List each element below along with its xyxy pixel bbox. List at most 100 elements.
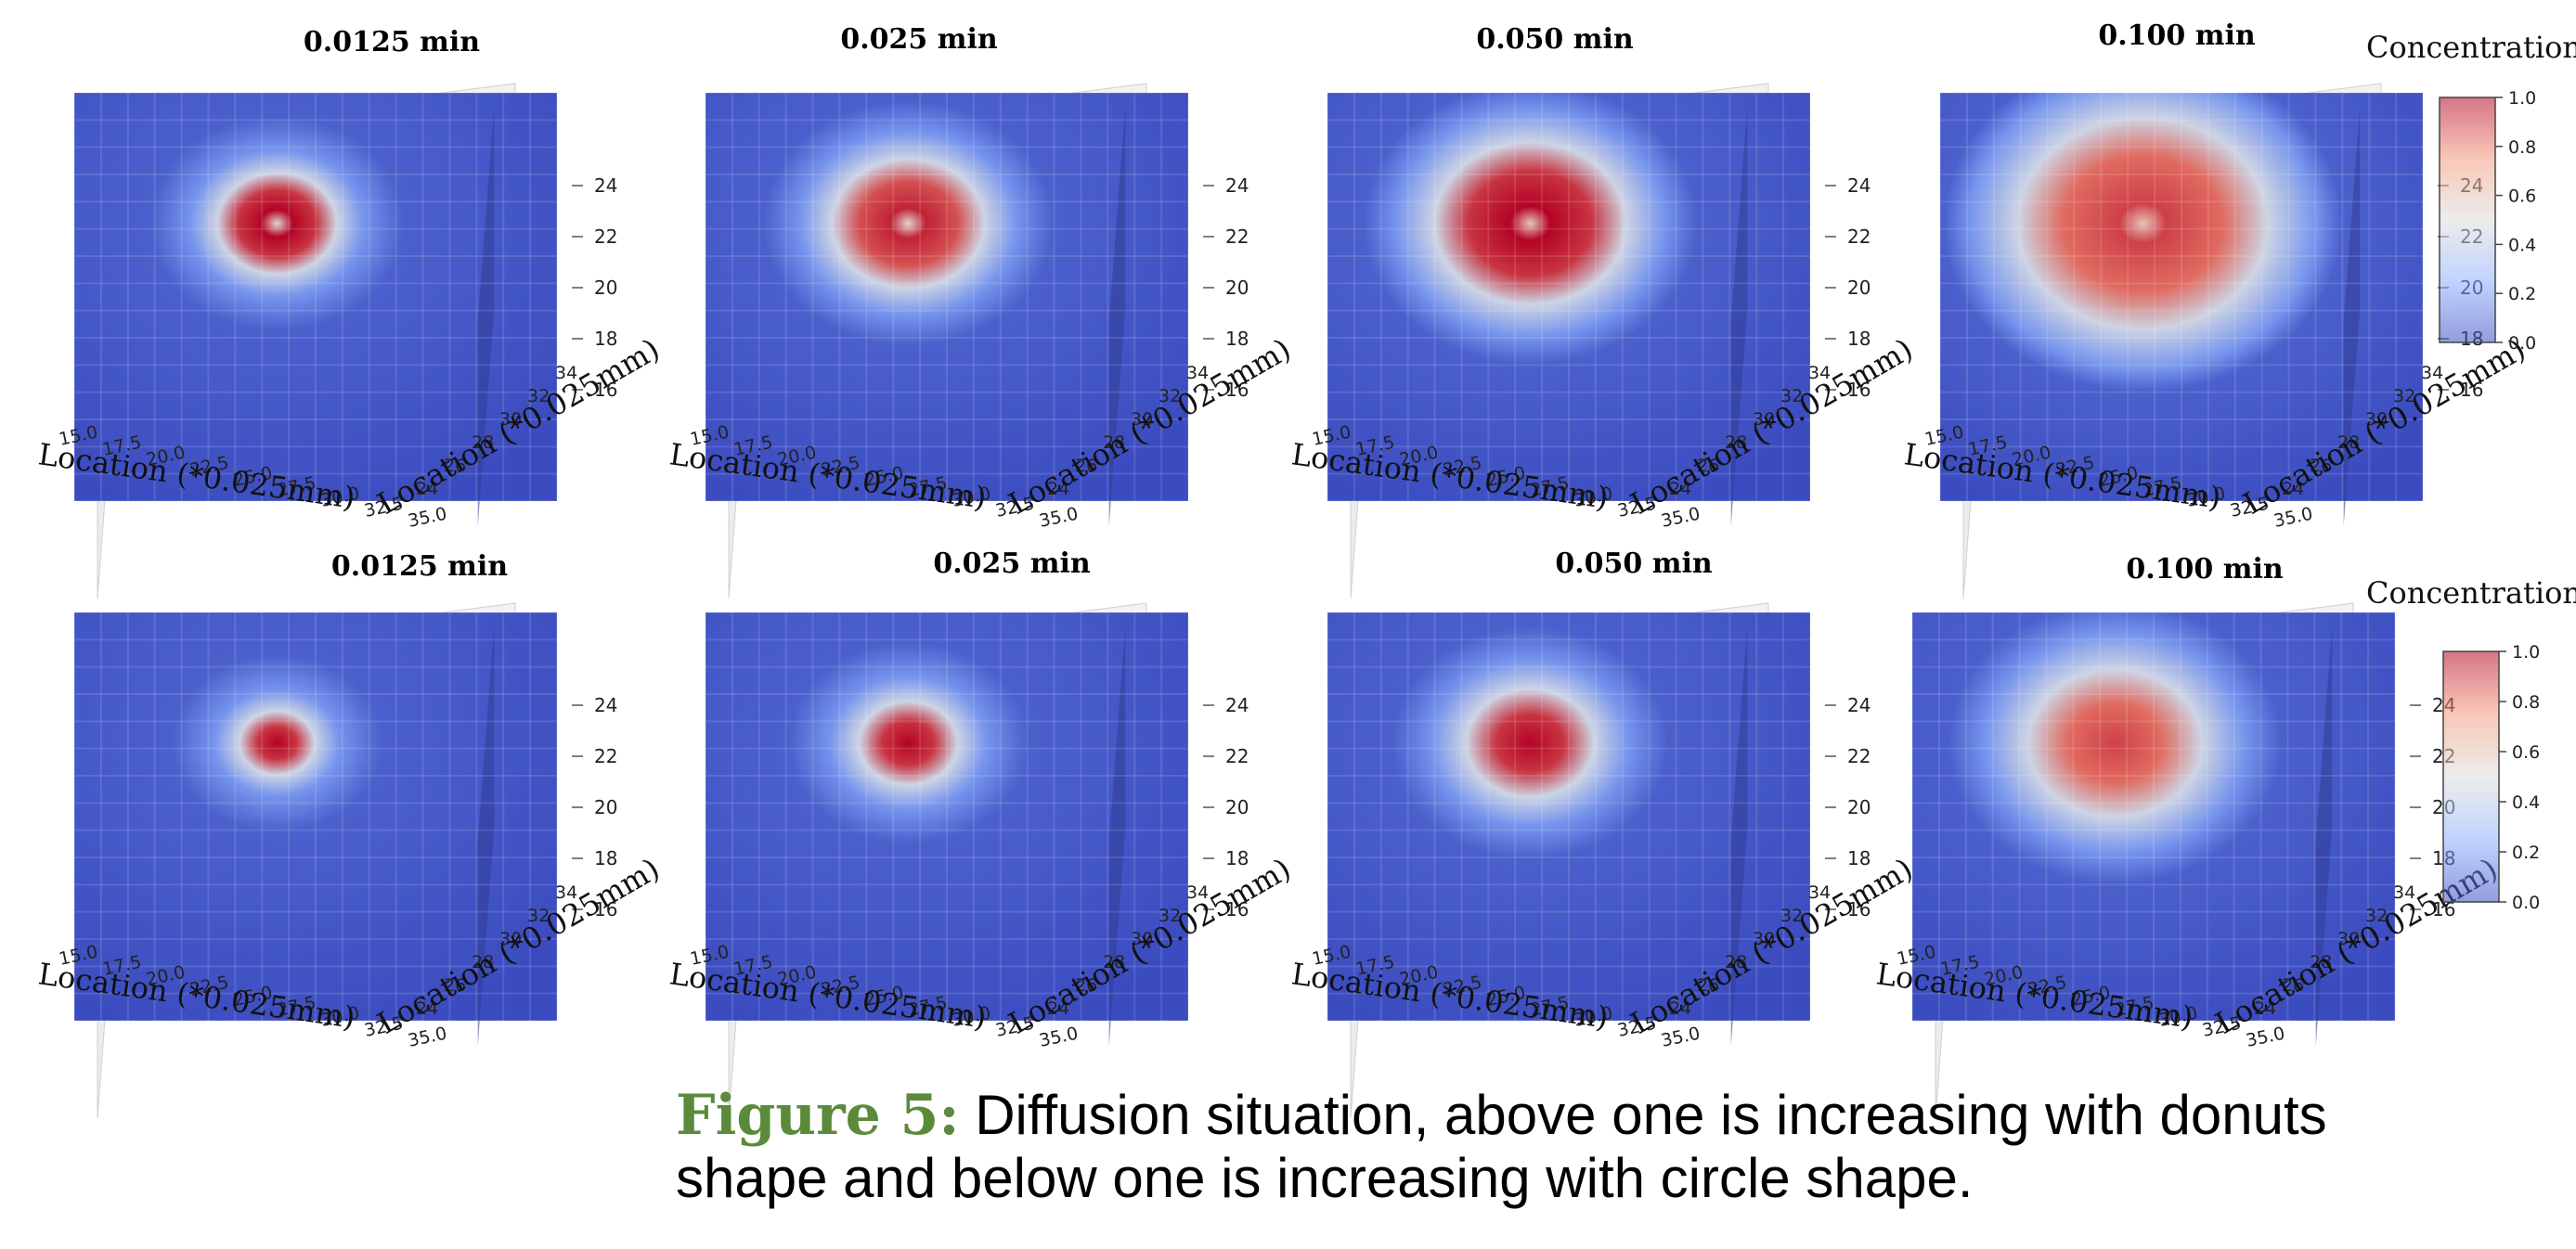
- colorbar-2: Concentration 0.0 0.2 0.4 0.6 0.8 1.0: [2366, 575, 2576, 913]
- y-tick-label: 30: [1753, 929, 1775, 949]
- y-tick-label: 34: [1186, 882, 1209, 903]
- panel-4: 161820222415.017.520.022.525.027.530.032…: [1902, 83, 2531, 599]
- colorbar-tick: 0.8: [2512, 692, 2540, 713]
- z-tick-label: 24: [1225, 174, 1249, 197]
- figure-caption: Figure 5: Diffusion situation, above one…: [676, 1084, 2347, 1210]
- z-tick-label: 18: [1225, 847, 1249, 869]
- z-tick-label: 24: [594, 694, 617, 716]
- colorbar-tick: 0.4: [2508, 235, 2536, 255]
- y-tick-label: 34: [2421, 363, 2443, 383]
- y-tick-label: 28: [472, 432, 494, 453]
- y-tick-label: 34: [1808, 363, 1831, 383]
- volume-side-face: [1108, 624, 1126, 1047]
- y-tick-label: 28: [1725, 432, 1747, 453]
- z-tick-label: 20: [594, 277, 617, 299]
- z-tick-label: 18: [594, 328, 617, 350]
- y-tick-label: 32: [1159, 906, 1181, 926]
- colorbar-tick: 0.4: [2512, 792, 2540, 813]
- volume-side-face: [2315, 624, 2333, 1047]
- y-tick-label: 34: [555, 882, 577, 903]
- colorbar-tick: 0.8: [2508, 137, 2536, 158]
- concentration-volume: [74, 612, 557, 1021]
- concentration-volume: [1912, 612, 2395, 1021]
- z-tick-label: 24: [1847, 694, 1871, 716]
- concentration-volume: [705, 612, 1188, 1021]
- y-tick-label: 32: [2393, 386, 2415, 406]
- y-tick-label: 28: [472, 952, 494, 972]
- y-tick-label: 26: [2310, 456, 2332, 476]
- y-tick-label: 30: [2337, 929, 2360, 949]
- panel-title: 0.050 min: [1555, 547, 1713, 580]
- y-tick-label: 30: [2365, 409, 2388, 430]
- colorbar-scale: [2442, 650, 2500, 903]
- z-tick-label: 24: [1847, 174, 1871, 197]
- y-tick-label: 32: [527, 906, 550, 926]
- y-tick-label: 24: [1047, 479, 1069, 499]
- volume-side-face: [1108, 105, 1126, 527]
- concentration-volume: [1940, 93, 2423, 501]
- y-tick-label: 28: [2337, 432, 2360, 453]
- colorbar-1: Concentration 0.0 0.2 0.4 0.6 0.8 1.0: [2366, 30, 2576, 354]
- y-tick-label: 34: [1808, 882, 1831, 903]
- y-tick-label: 24: [416, 479, 438, 499]
- z-tick-label: 16: [1225, 898, 1249, 921]
- y-tick-label: 26: [1697, 975, 1719, 996]
- y-tick-label: 28: [2310, 952, 2332, 972]
- y-tick-label: 30: [1753, 409, 1775, 430]
- z-tick-label: 22: [1225, 225, 1249, 248]
- panel-title: 0.0125 min: [304, 26, 480, 58]
- z-tick-label: 22: [1225, 745, 1249, 767]
- colorbar-tick: 0.0: [2508, 333, 2536, 354]
- concentration-volume: [1327, 93, 1810, 501]
- y-tick-label: 24: [2282, 479, 2304, 499]
- y-tick-label: 32: [1780, 906, 1803, 926]
- y-tick-label: 32: [1159, 386, 1181, 406]
- y-tick-label: 30: [1131, 409, 1153, 430]
- z-tick-label: 16: [1847, 379, 1871, 401]
- z-tick-label: 16: [2460, 379, 2483, 401]
- volume-side-face: [477, 105, 495, 527]
- caption-text: Diffusion situation, above one is increa…: [676, 1084, 2327, 1209]
- y-tick-label: 30: [499, 929, 522, 949]
- z-tick-label: 20: [1225, 277, 1249, 299]
- z-tick-label: 18: [594, 847, 617, 869]
- z-tick-label: 24: [1225, 694, 1249, 716]
- panel-8: 161820222415.017.520.022.525.027.530.032…: [1874, 602, 2504, 1119]
- concentration-volume: [1327, 612, 1810, 1021]
- colorbar-tick: 0.6: [2512, 742, 2540, 763]
- z-tick-label: 16: [1847, 898, 1871, 921]
- y-tick-label: 34: [2393, 882, 2415, 903]
- z-tick-label: 18: [1847, 328, 1871, 350]
- y-tick-label: 28: [1103, 432, 1125, 453]
- colorbar-title: Concentration: [2366, 575, 2576, 611]
- panel-title: 0.025 min: [840, 23, 998, 56]
- z-tick-label: 18: [1847, 847, 1871, 869]
- y-tick-label: 24: [416, 998, 438, 1019]
- volume-side-face: [2343, 105, 2361, 527]
- y-tick-label: 32: [1780, 386, 1803, 406]
- colorbar-tick: 1.0: [2512, 642, 2540, 663]
- y-tick-label: 30: [499, 409, 522, 430]
- z-tick-label: 20: [1847, 796, 1871, 818]
- colorbar-tick: 0.6: [2508, 187, 2536, 207]
- z-tick-label: 22: [594, 745, 617, 767]
- panel-title: 0.025 min: [933, 547, 1091, 580]
- colorbar-tick: 0.0: [2512, 893, 2540, 913]
- y-tick-label: 34: [555, 363, 577, 383]
- z-tick-label: 16: [594, 379, 617, 401]
- z-tick-label: 22: [1847, 745, 1871, 767]
- z-tick-label: 16: [1225, 379, 1249, 401]
- colorbar-title: Concentration: [2366, 30, 2576, 65]
- panel-title: 0.100 min: [2126, 553, 2284, 586]
- y-tick-label: 26: [2282, 975, 2304, 996]
- z-tick-label: 20: [1225, 796, 1249, 818]
- y-tick-label: 26: [1075, 975, 1097, 996]
- volume-side-face: [477, 624, 495, 1047]
- panel-title: 0.0125 min: [331, 550, 508, 583]
